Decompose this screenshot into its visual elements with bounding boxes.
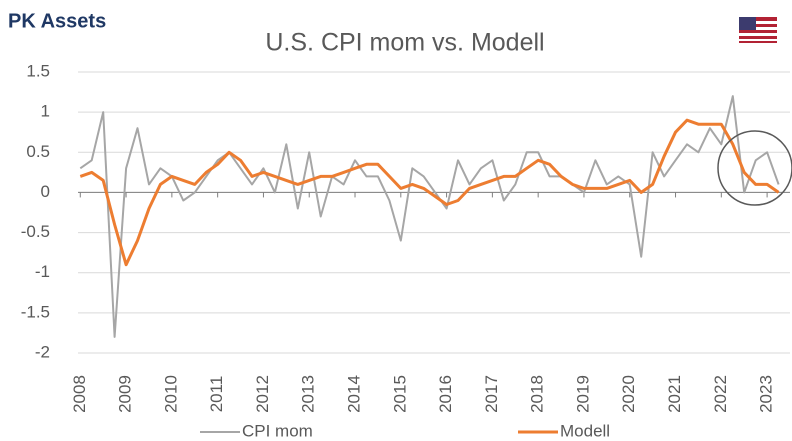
legend-label: Modell xyxy=(560,421,610,440)
y-tick-label: 1.5 xyxy=(26,61,50,80)
y-tick-label: -2 xyxy=(35,342,50,361)
x-tick-label: 2010 xyxy=(161,375,180,413)
x-tick-label: 2014 xyxy=(345,375,364,413)
data-line xyxy=(79,118,780,267)
y-tick-label: -0.5 xyxy=(21,222,50,241)
x-tick-label: 2018 xyxy=(528,375,547,413)
y-tick-label: 0.5 xyxy=(26,142,50,161)
y-tick-label: 1 xyxy=(41,102,50,121)
x-tick-label: 2013 xyxy=(299,375,318,413)
y-tick-label: 0 xyxy=(41,182,50,201)
x-tick-label: 2019 xyxy=(573,375,592,413)
brand: PK Assets xyxy=(8,10,106,32)
x-tick-label: 2012 xyxy=(253,375,272,413)
x-tick-label: 2009 xyxy=(116,375,135,413)
x-tick-label: 2008 xyxy=(70,375,89,413)
x-tick-label: 2021 xyxy=(665,375,684,413)
legend-label: CPI mom xyxy=(242,421,313,440)
flag xyxy=(739,17,777,43)
x-tick-label: 2022 xyxy=(711,375,730,413)
annotation-circle xyxy=(717,130,792,206)
y-tick-label: -1 xyxy=(35,262,50,281)
x-tick-label: 2023 xyxy=(757,375,776,413)
x-tick-label: 2017 xyxy=(482,375,501,413)
data-line xyxy=(79,95,780,338)
x-tick-label: 2011 xyxy=(207,376,226,413)
x-tick-label: 2015 xyxy=(390,375,409,413)
chart-title: U.S. CPI mom vs. Modell xyxy=(265,29,544,57)
y-tick-label: -1.5 xyxy=(21,302,50,321)
x-tick-label: 2016 xyxy=(436,375,455,413)
x-tick-label: 2020 xyxy=(619,375,638,413)
